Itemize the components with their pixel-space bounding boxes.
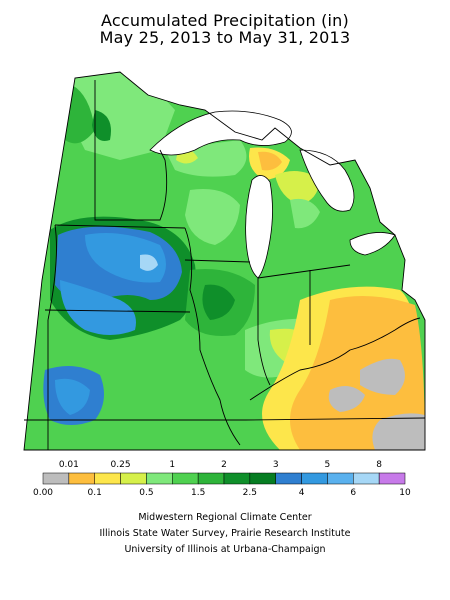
legend-bin — [353, 472, 380, 485]
legend-bin — [94, 472, 121, 485]
credit-line-2: Illinois State Water Survey, Prairie Res… — [99, 528, 351, 539]
legend-bin — [275, 472, 302, 485]
lake-superior — [149, 110, 292, 156]
legend-bin — [146, 472, 173, 485]
legend-bin — [42, 472, 70, 485]
legend-bin — [172, 472, 199, 485]
great-lakes — [149, 110, 396, 279]
precipitation-field — [24, 72, 425, 450]
legend-bin — [197, 472, 225, 485]
lake-michigan — [245, 175, 273, 279]
legend-bin — [120, 472, 147, 485]
legend-bin — [301, 472, 328, 485]
legend-bin — [378, 472, 406, 485]
state-borders — [23, 71, 426, 451]
credit-line-1: Midwestern Regional Climate Center — [138, 512, 312, 523]
lake-erie — [349, 232, 396, 256]
legend-bin — [327, 472, 354, 485]
map-title: Accumulated Precipitation (in) May 25, 2… — [0, 12, 450, 46]
title-line-2: May 25, 2013 to May 31, 2013 — [99, 28, 351, 47]
legend-bin — [249, 472, 276, 485]
credits: Midwestern Regional Climate Center Illin… — [0, 510, 450, 558]
legend-bin — [223, 472, 251, 485]
credit-line-3: University of Illinois at Urbana-Champai… — [124, 544, 326, 555]
legend-color-bar — [42, 472, 406, 485]
lake-huron — [299, 149, 355, 212]
legend-bin — [68, 472, 95, 485]
title-line-1: Accumulated Precipitation (in) — [101, 11, 349, 30]
